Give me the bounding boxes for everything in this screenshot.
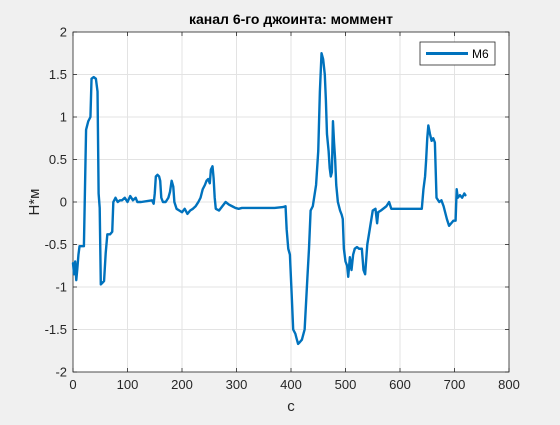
legend-label-m6: M6 [472,47,489,61]
x-ticks: 0 100 200 300 400 500 600 700 800 [69,32,520,392]
y-tick-label-6: 1 [60,110,67,125]
x-tick-label-3: 300 [226,377,248,392]
x-tick-label-4: 400 [280,377,302,392]
chart-title: канал 6-го джоинта: моммент [189,11,393,27]
y-tick-label-4: 0 [60,195,67,210]
y-axis-label: Н*м [26,189,43,216]
x-tick-label-0: 0 [69,377,76,392]
x-tick-label-2: 200 [171,377,193,392]
y-tick-label-1: -1.5 [45,322,67,337]
x-tick-label-1: 100 [117,377,139,392]
x-axis-label: с [287,398,295,415]
y-ticks: -2 -1.5 -1 -0.5 0 0.5 1 1.5 2 [45,25,509,380]
y-tick-label-3: -0.5 [45,237,67,252]
y-tick-label-5: 0.5 [49,152,67,167]
series-layer [71,52,467,346]
series-line-m6 [71,52,467,346]
y-tick-label-2: -1 [55,280,67,295]
y-tick-label-7: 1.5 [49,67,67,82]
y-tick-label-8: 2 [60,25,67,40]
x-tick-label-8: 800 [498,377,520,392]
x-tick-label-5: 500 [335,377,357,392]
x-tick-label-7: 700 [444,377,466,392]
y-tick-label-0: -2 [55,365,67,380]
x-tick-label-6: 600 [389,377,411,392]
legend: M6 [419,41,496,66]
